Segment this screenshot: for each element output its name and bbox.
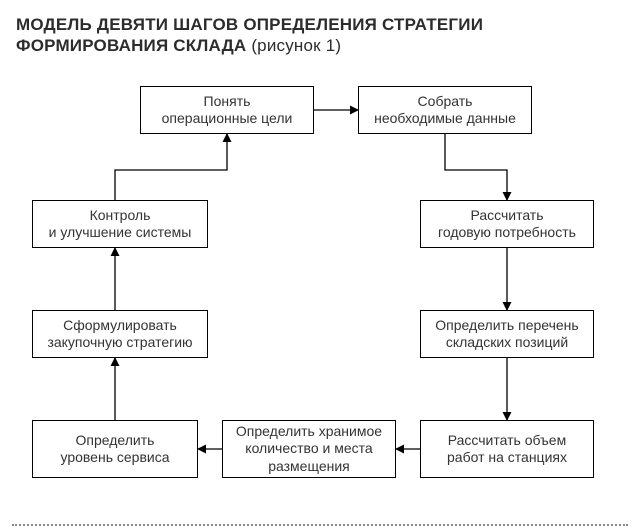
- figure-title: Модель девяти шагов определения стратеги…: [0, 0, 640, 63]
- flow-node-n6: Определить хранимоеколичество и местараз…: [222, 420, 396, 478]
- flow-node-n3: Рассчитатьгодовую потребность: [420, 200, 594, 248]
- figure-title-reg: (рисунок 1): [246, 36, 341, 55]
- flow-edge-1: [445, 134, 507, 200]
- flow-node-n7: Определитьуровень сервиса: [32, 420, 198, 478]
- flow-node-n1: Понятьоперационные цели: [140, 86, 314, 134]
- flow-node-n5: Рассчитать объемработ на станциях: [420, 420, 594, 478]
- flow-node-n2: Собратьнеобходимые данные: [358, 86, 532, 134]
- flowchart-canvas: Понятьоперационные цели Собратьнеобходимы…: [0, 60, 640, 532]
- flow-edge-8: [115, 134, 227, 200]
- figure-bottom-dotted-rule: [12, 524, 628, 526]
- flow-node-n9: Контрольи улучшение системы: [32, 200, 208, 248]
- flow-node-n8: Сформулироватьзакупочную стратегию: [32, 310, 208, 358]
- flow-node-n4: Определить переченьскладских позиций: [420, 310, 594, 358]
